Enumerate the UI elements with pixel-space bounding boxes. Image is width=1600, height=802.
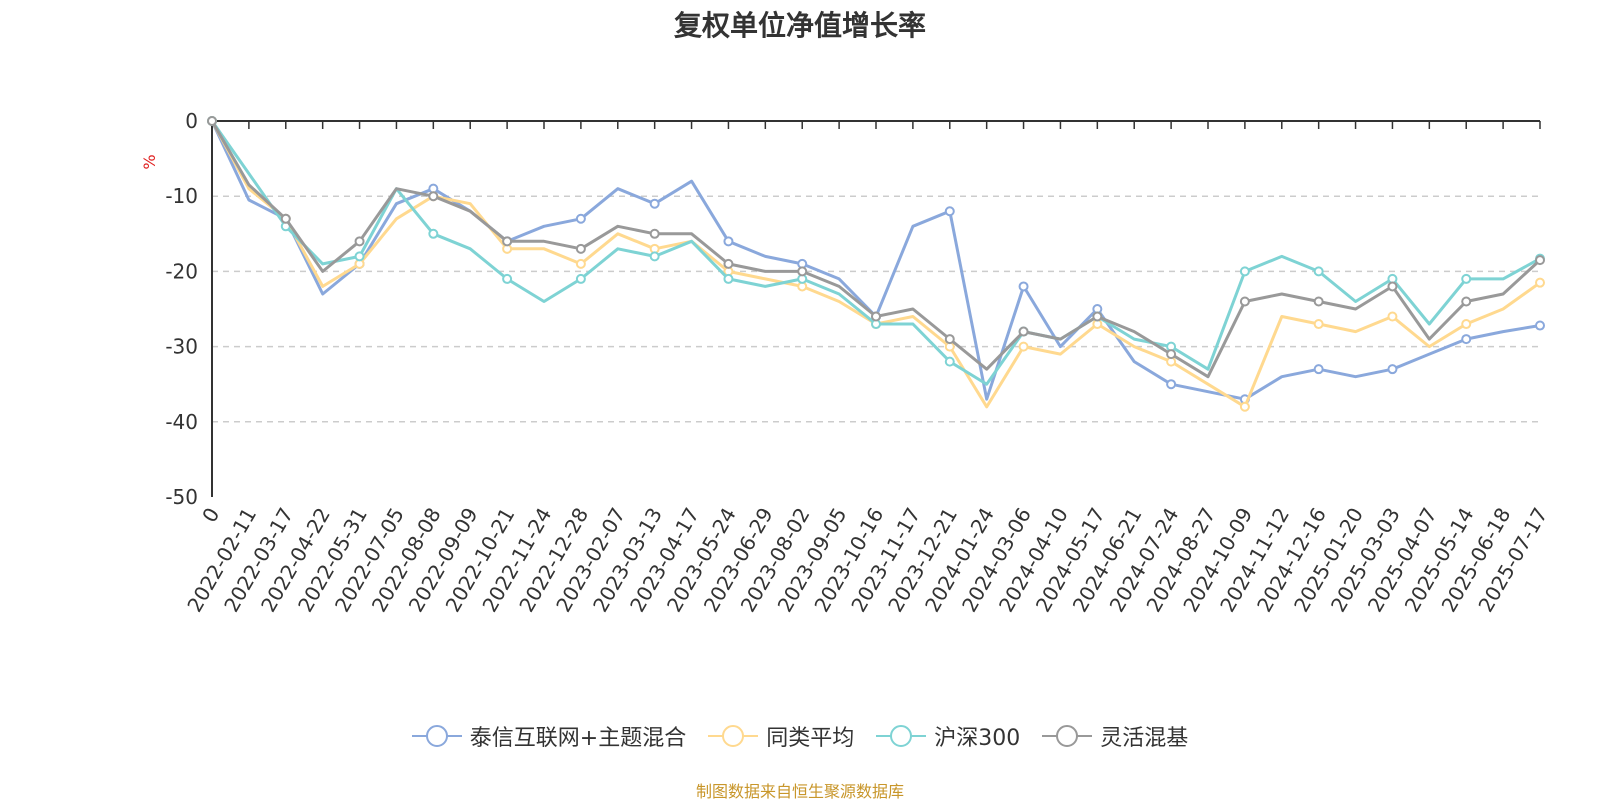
series-group <box>207 116 1545 386</box>
x-tick-labels: 02022-02-112022-03-172022-04-222022-05-3… <box>182 504 1552 617</box>
data-point <box>944 334 955 345</box>
line-chart: % 0 -10 -20 -30 -40 -50 02022-02-112022-03-17… <box>140 109 1552 617</box>
data-point <box>575 258 586 269</box>
series-line <box>210 120 1541 409</box>
data-point <box>1535 277 1545 288</box>
legend-item[interactable]: 沪深300 <box>876 720 1020 752</box>
y-tick-label: -20 <box>165 259 198 283</box>
data-point <box>502 273 513 284</box>
data-point <box>1313 319 1324 330</box>
data-point <box>1387 311 1398 322</box>
chart-title: 复权单位净值增长率 <box>673 9 926 42</box>
data-point <box>649 251 660 262</box>
series-group <box>207 116 1545 405</box>
data-point <box>1018 341 1029 352</box>
legend: 泰信互联网+主题混合 同类平均 沪深300 灵活混基 <box>0 720 1600 752</box>
data-point <box>1313 266 1324 277</box>
data-point <box>944 356 955 367</box>
data-point <box>1535 320 1545 331</box>
data-point <box>502 236 513 247</box>
data-point <box>649 198 660 209</box>
data-point <box>575 243 586 254</box>
data-point <box>871 311 881 322</box>
data-point <box>1239 296 1250 307</box>
data-point <box>1461 273 1472 284</box>
data-point <box>354 251 365 262</box>
data-point <box>354 236 365 247</box>
y-tick-label: -10 <box>165 184 198 208</box>
data-point <box>1239 401 1250 412</box>
data-point <box>1461 334 1472 345</box>
legend-marker-icon <box>708 725 759 747</box>
data-source-note: 制图数据来自恒生聚源数据库 <box>695 782 904 801</box>
data-point <box>1313 296 1324 307</box>
series-group <box>207 116 1545 412</box>
legend-label: 同类平均 <box>766 726 855 751</box>
data-point <box>723 236 734 247</box>
data-point <box>280 213 291 224</box>
data-point <box>1166 349 1177 360</box>
y-tick-labels: 0 -10 -20 -30 -40 -50 <box>165 109 198 509</box>
data-point <box>723 273 734 284</box>
legend-item[interactable]: 同类平均 <box>708 720 854 752</box>
legend-item[interactable]: 泰信互联网+主题混合 <box>411 720 687 752</box>
series-lines <box>207 116 1545 412</box>
axes <box>211 120 1541 497</box>
data-point <box>1018 281 1029 292</box>
data-point <box>1166 379 1177 390</box>
x-tick-label: 0 <box>197 504 224 527</box>
data-point <box>575 213 586 224</box>
legend-label: 沪深300 <box>934 726 1021 751</box>
series-line <box>210 120 1541 401</box>
data-point <box>723 258 734 269</box>
data-point <box>1018 326 1029 337</box>
legend-label: 灵活混基 <box>1100 726 1189 751</box>
data-point <box>1239 266 1250 277</box>
legend-marker-icon <box>876 725 927 747</box>
data-point <box>1092 311 1103 322</box>
y-tick-label: 0 <box>185 109 198 133</box>
data-point <box>649 228 660 239</box>
data-point <box>1313 364 1324 375</box>
y-tick-label: -50 <box>165 485 198 509</box>
legend-marker-icon <box>1042 725 1093 747</box>
y-tick-label: -40 <box>165 410 198 434</box>
data-point <box>944 206 955 217</box>
y-tick-label: -30 <box>165 335 198 359</box>
data-point <box>1387 364 1398 375</box>
series-group <box>207 116 1545 379</box>
data-point <box>797 266 808 277</box>
y-axis-label: % <box>140 154 159 169</box>
grid <box>212 195 1540 423</box>
data-point <box>428 228 439 239</box>
data-point <box>1535 255 1545 266</box>
data-point <box>1387 281 1398 292</box>
series-line <box>210 120 1542 379</box>
legend-marker-icon <box>411 725 462 747</box>
data-point <box>428 191 439 202</box>
data-point <box>575 273 586 284</box>
legend-label: 泰信互联网+主题混合 <box>469 726 687 751</box>
data-point <box>1461 319 1472 330</box>
legend-item[interactable]: 灵活混基 <box>1042 720 1188 752</box>
data-point <box>1461 296 1472 307</box>
series-line <box>210 120 1541 386</box>
data-point <box>207 116 217 126</box>
